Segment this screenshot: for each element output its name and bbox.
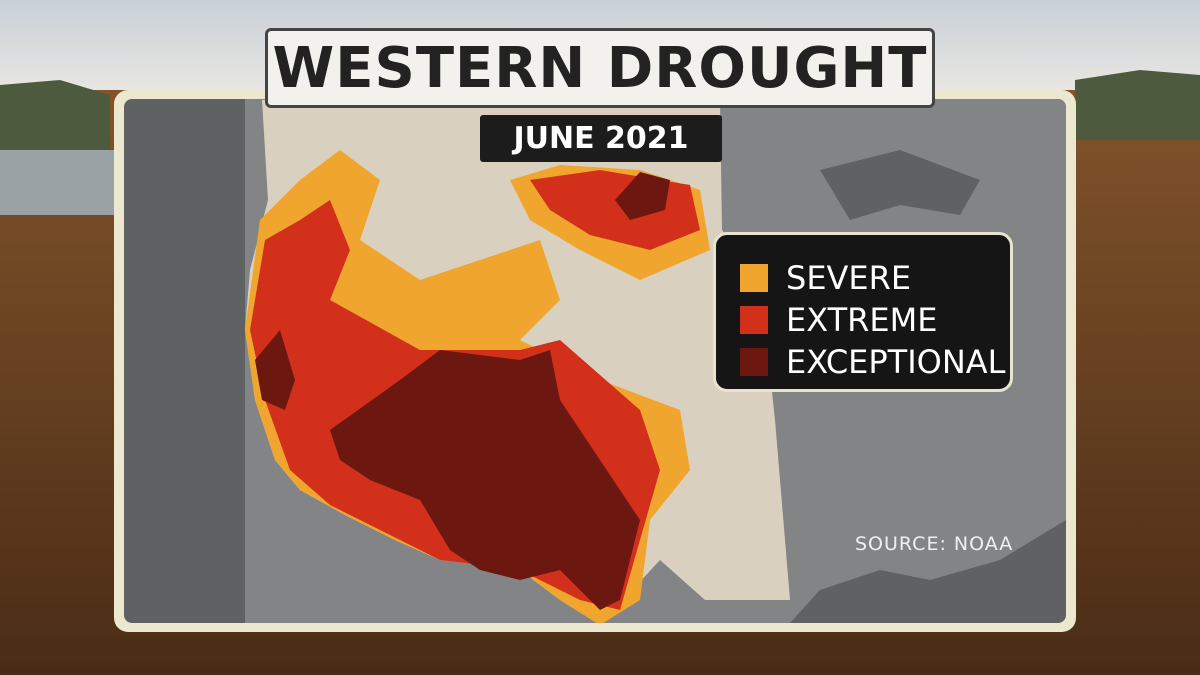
subtitle: JUNE 2021: [480, 115, 722, 162]
source: SOURCE: NOAA: [855, 533, 1014, 555]
great-lakes: [820, 150, 980, 220]
lake: [0, 150, 115, 215]
exceptional-area: [615, 172, 670, 220]
legend-item: SEVERE: [740, 257, 1010, 299]
legend-label: EXCEPTIONAL: [786, 343, 1006, 381]
exceptional-area: [330, 350, 640, 610]
legend-item: EXTREME: [740, 299, 1010, 341]
hills: [1075, 70, 1200, 140]
exceptional-area: [255, 330, 295, 410]
legend-swatch: [740, 348, 768, 376]
hills: [0, 80, 110, 150]
title: WESTERN DROUGHT: [265, 28, 935, 108]
legend-label: SEVERE: [786, 259, 912, 297]
legend-swatch: [740, 264, 768, 292]
legend-swatch: [740, 306, 768, 334]
legend-item: EXCEPTIONAL: [740, 341, 1010, 383]
legend: SEVERE EXTREME EXCEPTIONAL: [713, 232, 1013, 392]
legend-label: EXTREME: [786, 301, 938, 339]
